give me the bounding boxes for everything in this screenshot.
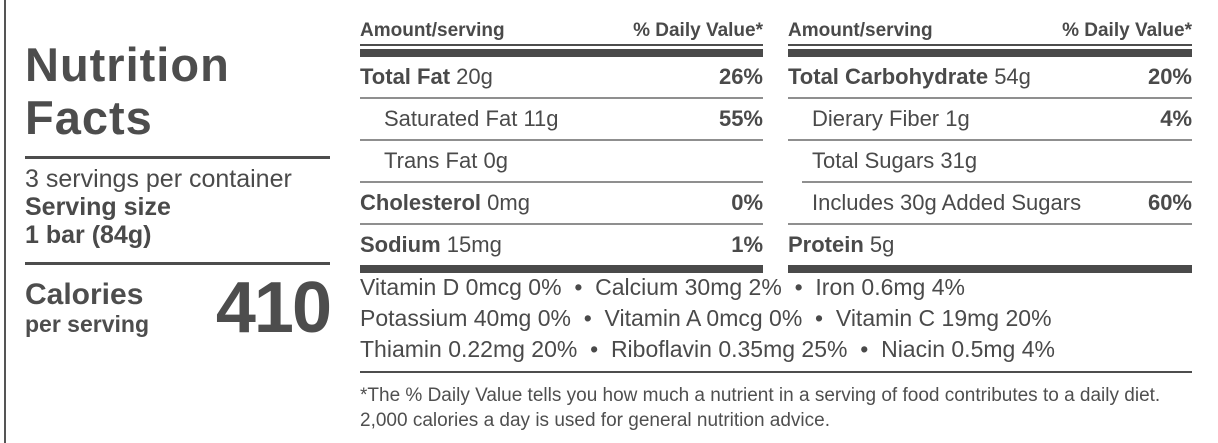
nutrient-amount: 0mg	[487, 190, 530, 215]
row-divider	[788, 97, 1192, 99]
nutrient-text: Trans Fat 0g	[384, 148, 508, 174]
nutrient-text: Sodium 15mg	[360, 232, 502, 258]
serving-size-label: Serving size	[25, 193, 171, 221]
row-divider	[788, 139, 1192, 141]
row-divider	[360, 139, 763, 141]
calories-label: Calories	[25, 278, 144, 311]
nutrient-daily-value: 0%	[731, 190, 763, 215]
column-header: Amount/serving % Daily Value*	[788, 20, 1192, 46]
servings-per-container: 3 servings per container	[25, 165, 292, 193]
nutrient-daily-value: 55%	[718, 106, 763, 131]
micronutrients-section: Vitamin D 0mcg 0% • Calcium 30mg 2% • Ir…	[360, 272, 1192, 433]
nutrient-daily-value: 4%	[1160, 106, 1192, 131]
row-dietary-fiber: Dierary Fiber 1g 4%	[788, 99, 1192, 139]
row-divider	[788, 223, 1192, 225]
nutrient-daily-value: 26%	[718, 64, 763, 89]
row-divider	[360, 181, 763, 183]
calories-value: 410	[215, 268, 332, 348]
calories-per-serving-label: per serving	[25, 311, 149, 337]
calories-labels: Calories per serving	[25, 275, 149, 338]
thick-bar	[788, 49, 1192, 57]
nutrient-text: Total Fat 20g	[360, 64, 493, 90]
nutrient-name: Saturated Fat	[384, 106, 518, 131]
nutrient-amount: 20g	[456, 64, 493, 89]
serving-info: 3 servings per container Serving size 1 …	[25, 165, 330, 249]
daily-value-header: % Daily Value*	[1062, 20, 1192, 41]
thick-bar	[360, 49, 763, 57]
nutrient-text: Total Sugars 31g	[812, 148, 977, 174]
nutrient-name: Total Sugars	[812, 148, 935, 173]
nutrient-text: Total Carbohydrate 54g	[788, 64, 1031, 90]
column-header: Amount/serving % Daily Value*	[360, 20, 763, 46]
title-line-1: Nutrition	[25, 38, 230, 91]
row-cholesterol: Cholesterol 0mg 0%	[360, 183, 763, 223]
nutrient-name: Sodium	[360, 232, 441, 257]
row-total-sugars: Total Sugars 31g	[788, 141, 1192, 181]
page-title: Nutrition Facts	[25, 38, 330, 144]
footnote-divider	[360, 371, 1192, 373]
nutrient-text: Includes 30g Added Sugars	[812, 190, 1081, 216]
row-divider	[360, 223, 763, 225]
nutrient-amount: 0g	[483, 148, 508, 173]
nutrient-column-left: Amount/serving % Daily Value* Total Fat …	[360, 20, 763, 273]
row-total-carbohydrate: Total Carbohydrate 54g 20%	[788, 57, 1192, 97]
nutrition-facts-panel: Nutrition Facts 3 servings per container…	[25, 0, 332, 348]
nutrient-name: Total Fat	[360, 64, 451, 89]
nutrient-daily-value: 1%	[731, 232, 763, 257]
nutrient-name: Trans Fat	[384, 148, 478, 173]
row-protein: Protein 5g	[788, 225, 1192, 265]
footnote-line-2: 2,000 calories a day is used for general…	[360, 410, 830, 431]
nutrient-text: Saturated Fat 11g	[384, 106, 559, 132]
nutrient-amount: 54g	[994, 64, 1031, 89]
title-line-2: Facts	[25, 91, 153, 144]
nutrient-daily-value: 60%	[1147, 190, 1192, 215]
micronutrients-line-2: Potassium 40mg 0% • Vitamin A 0mcg 0% • …	[360, 305, 1052, 331]
title-divider	[25, 156, 330, 159]
nutrient-text: Protein 5g	[788, 232, 894, 258]
micronutrients-line-1: Vitamin D 0mcg 0% • Calcium 30mg 2% • Ir…	[360, 274, 965, 300]
row-divider	[360, 97, 763, 99]
nutrient-name: Dierary Fiber	[812, 106, 940, 131]
nutrient-name: Protein	[788, 232, 864, 257]
serving-size-value: 1 bar (84g)	[25, 221, 152, 249]
nutrient-amount: 11g	[523, 106, 559, 131]
nutrient-name: Cholesterol	[360, 190, 482, 215]
nutrient-name: Includes 30g Added Sugars	[812, 190, 1082, 215]
nutrient-daily-value: 20%	[1147, 64, 1192, 89]
footnote-line-1: *The % Daily Value tells you how much a …	[360, 385, 1161, 406]
nutrient-text: Dierary Fiber 1g	[812, 106, 970, 132]
nutrient-amount: 5g	[869, 232, 895, 257]
row-added-sugars: Includes 30g Added Sugars 60%	[788, 183, 1192, 223]
nutrient-amount: 15mg	[446, 232, 502, 257]
row-saturated-fat: Saturated Fat 11g 55%	[360, 99, 763, 139]
thick-bar	[360, 265, 763, 273]
row-sodium: Sodium 15mg 1%	[360, 225, 763, 265]
micronutrients-line-3: Thiamin 0.22mg 20% • Riboflavin 0.35mg 2…	[360, 336, 1055, 362]
row-divider	[802, 181, 1192, 183]
nutrient-name: Total Carbohydrate	[788, 64, 989, 89]
nutrient-column-right: Amount/serving % Daily Value* Total Carb…	[788, 20, 1192, 273]
label-left-border	[4, 0, 6, 443]
serving-divider	[25, 262, 330, 265]
calories-section: Calories per serving 410	[25, 268, 332, 348]
nutrient-amount: 1g	[945, 106, 970, 131]
row-trans-fat: Trans Fat 0g	[360, 141, 763, 181]
daily-value-header: % Daily Value*	[633, 20, 763, 41]
row-total-fat: Total Fat 20g 26%	[360, 57, 763, 97]
amount-serving-header: Amount/serving	[360, 20, 505, 41]
nutrient-text: Cholesterol 0mg	[360, 190, 530, 216]
amount-serving-header: Amount/serving	[788, 20, 933, 41]
nutrient-amount: 31g	[940, 148, 978, 173]
daily-value-footnote: *The % Daily Value tells you how much a …	[360, 383, 1192, 433]
thick-bar	[788, 265, 1192, 273]
